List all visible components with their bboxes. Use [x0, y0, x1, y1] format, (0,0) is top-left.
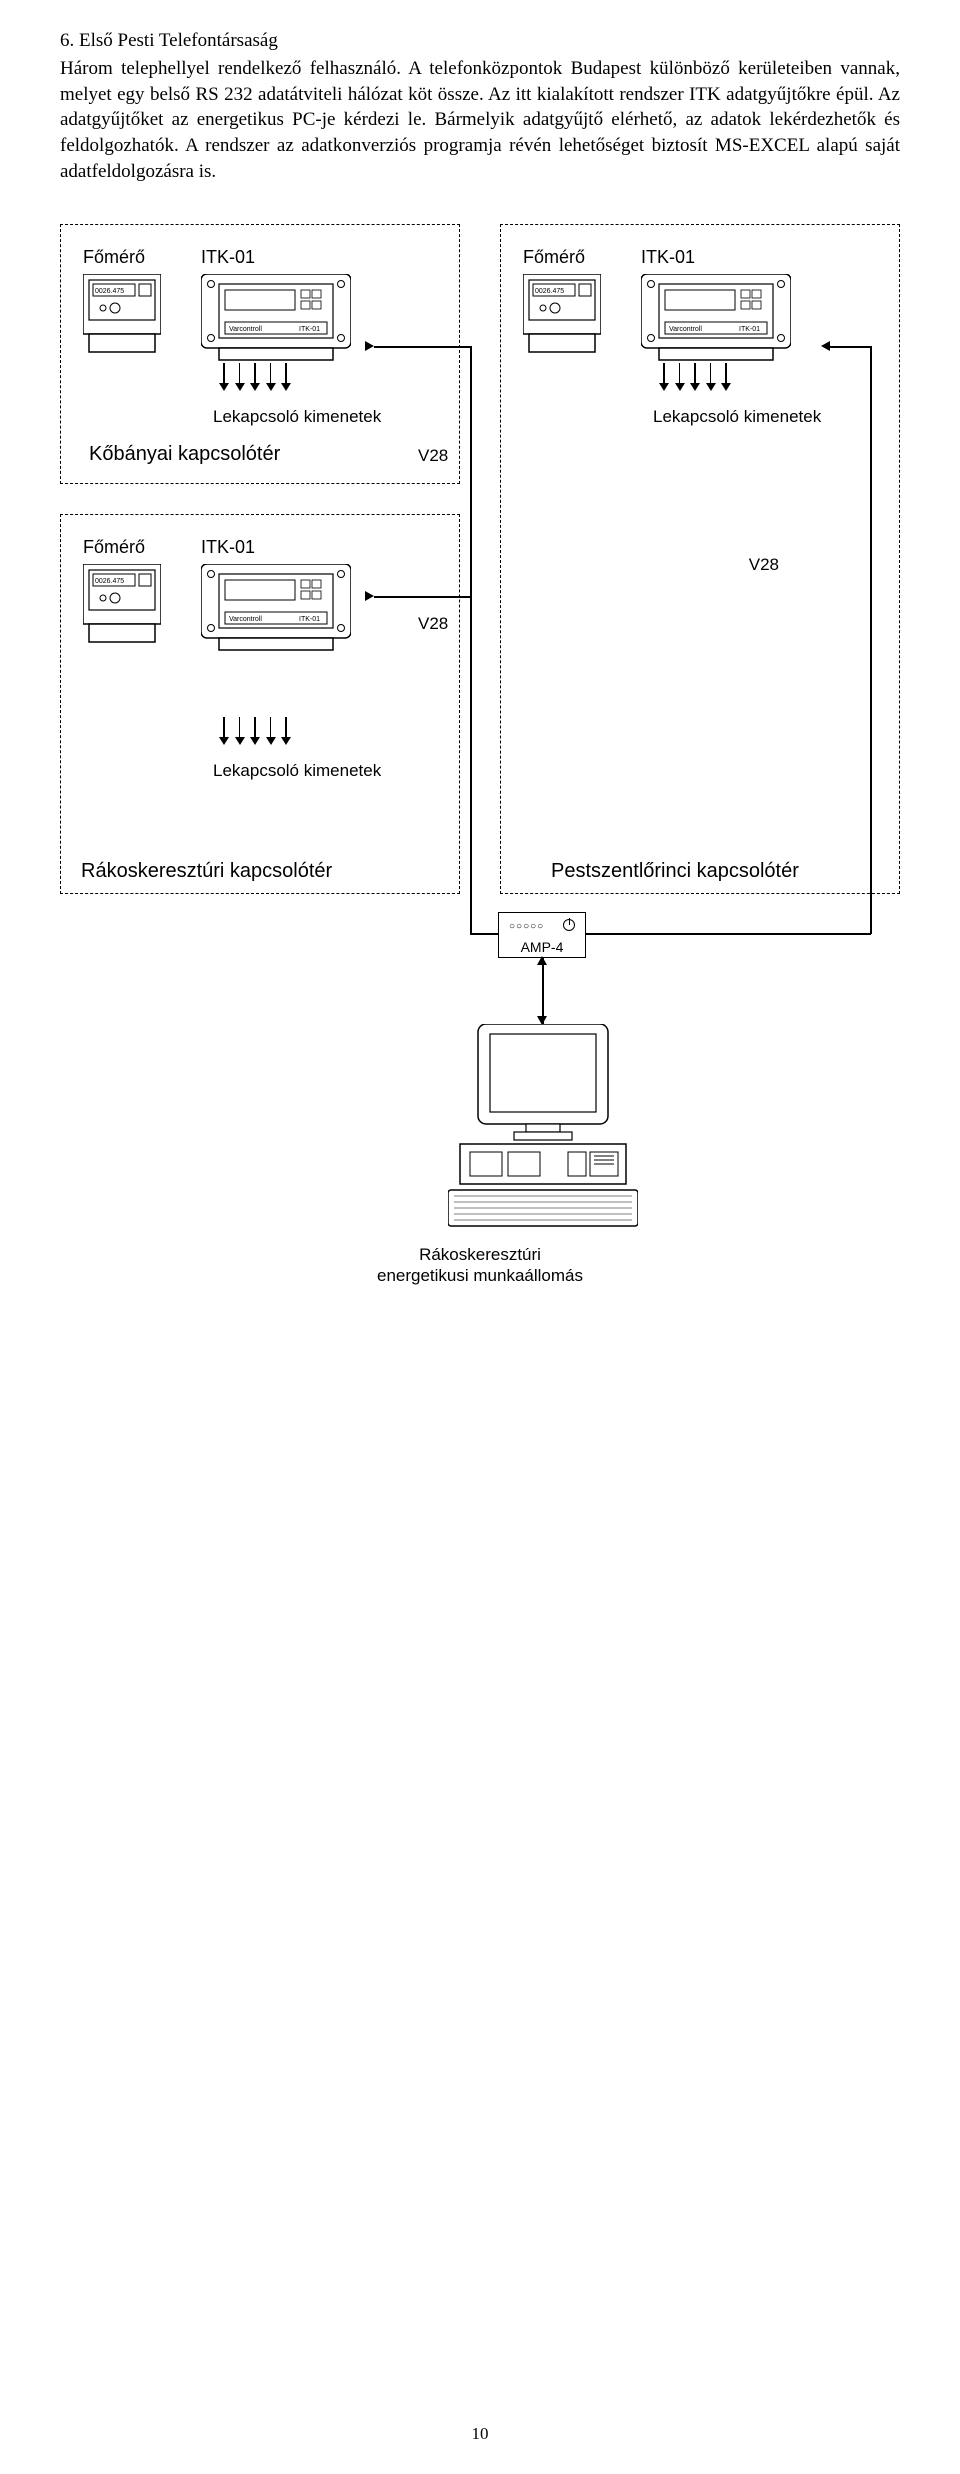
computer-label: Rákoskeresztúri energetikusi munkaállomá… — [60, 1244, 900, 1287]
itk-block: ITK-01 — [641, 247, 791, 367]
box-pestszentlorinci: Főmérő ITK-01 Lekapcsoló kimenetek V28 P… — [500, 224, 900, 894]
computer-label-line2: energetikusi munkaállomás — [377, 1266, 583, 1285]
computer-icon — [448, 1024, 638, 1230]
label-amp4: AMP-4 — [499, 939, 585, 955]
itk-icon — [641, 274, 791, 362]
page-number: 10 — [60, 2424, 900, 2444]
meter-block: Főmérő — [83, 247, 161, 359]
label-itk01: ITK-01 — [641, 247, 791, 268]
worker-pc — [448, 1024, 638, 1235]
label-itk01: ITK-01 — [201, 537, 351, 558]
label-v28-2: V28 — [749, 555, 779, 575]
label-fomero: Főmérő — [83, 537, 161, 558]
output-arrows — [223, 717, 447, 737]
itk-block: ITK-01 — [201, 247, 351, 367]
box-rakoskereszturi: Főmérő ITK-01 Lekapcsoló kimenetek Rákos… — [60, 514, 460, 894]
label-v28-3: V28 — [418, 614, 448, 634]
meter-block: Főmérő — [83, 537, 161, 649]
section-heading: 6. Első Pesti Telefontársaság — [60, 30, 900, 52]
meter-icon — [83, 274, 161, 354]
label-lekapcsolo: Lekapcsoló kimenetek — [213, 407, 447, 427]
label-fomero: Főmérő — [523, 247, 601, 268]
body-paragraph: Három telephellyel rendelkező felhasznál… — [60, 56, 900, 184]
label-fomero: Főmérő — [83, 247, 161, 268]
itk-block: ITK-01 — [201, 537, 351, 657]
label-v28-1: V28 — [418, 446, 448, 466]
system-diagram: 0026.475 Varcontro — [60, 224, 900, 1304]
label-lekapcsolo: Lekapcsoló kimenetek — [653, 407, 887, 427]
label-lekapcsolo: Lekapcsoló kimenetek — [213, 761, 447, 781]
title-rakoskereszturi: Rákoskeresztúri kapcsolótér — [81, 860, 332, 883]
title-pestszentlorinci: Pestszentlőrinci kapcsolótér — [551, 860, 799, 883]
amp4-box: ○○○○○ AMP-4 — [498, 912, 586, 958]
label-itk01: ITK-01 — [201, 247, 351, 268]
meter-icon — [83, 564, 161, 644]
computer-label-line1: Rákoskeresztúri — [419, 1245, 541, 1264]
meter-icon — [523, 274, 601, 354]
itk-icon — [201, 274, 351, 362]
meter-block: Főmérő — [523, 247, 601, 359]
amp-leds-icon: ○○○○○ — [509, 921, 544, 932]
title-kobanyai: Kőbányai kapcsolótér — [89, 443, 447, 466]
itk-icon — [201, 564, 351, 652]
box-kobanyai: Főmérő ITK-01 Lekapcsoló kimenetek Kőbán… — [60, 224, 460, 484]
power-icon — [563, 919, 575, 931]
